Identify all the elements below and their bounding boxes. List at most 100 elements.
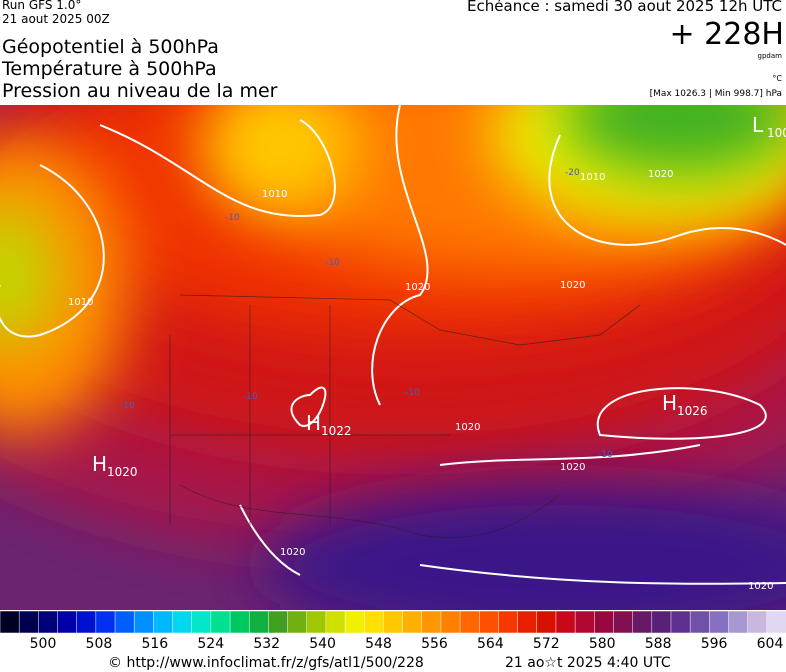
center-letter: H xyxy=(662,391,677,415)
colorbar-swatch xyxy=(172,611,193,633)
temp-label: -10 xyxy=(325,258,340,268)
colorbar-swatch xyxy=(421,611,442,633)
isobar-label: 1020 xyxy=(560,280,585,291)
run-date: 21 aout 2025 00Z xyxy=(2,12,110,26)
colorbar-swatch xyxy=(728,611,749,633)
colorbar-swatch xyxy=(38,611,59,633)
colorbar-label: 548 xyxy=(365,636,392,652)
temp-unit: °C xyxy=(772,74,782,83)
isobar-label: 1020 xyxy=(748,581,773,592)
center-value: 1022 xyxy=(321,424,352,438)
colorbar-swatch xyxy=(536,611,557,633)
colorbar-swatch xyxy=(709,611,730,633)
center-value: 1026 xyxy=(677,404,708,418)
colorbar-swatch xyxy=(57,611,78,633)
isobars xyxy=(0,105,786,585)
colorbar-swatch xyxy=(651,611,672,633)
colorbar-swatch xyxy=(517,611,538,633)
colorbar-swatch xyxy=(363,611,385,633)
colorbar-swatch xyxy=(383,611,404,633)
colorbar-label: 572 xyxy=(532,636,560,652)
pressure-range: [Max 1026.3 | Min 998.7] hPa xyxy=(649,89,782,99)
colorbar-swatch xyxy=(268,611,289,633)
run: Run GFS 1.0° xyxy=(2,0,82,12)
colorbar-swatch xyxy=(440,611,461,633)
colorbar-swatch xyxy=(153,611,174,633)
colorbar-label: 516 xyxy=(141,636,169,652)
colorbar-label: 500 xyxy=(29,636,57,652)
footer-stamp: 21 ao☆t 2025 4:40 UTC xyxy=(505,655,671,671)
isobar-label: 1020 xyxy=(648,169,673,180)
colorbar-label: 540 xyxy=(309,636,336,652)
center-letter: H xyxy=(306,411,321,435)
colorbar-label: 588 xyxy=(644,636,672,652)
map-labels: H1026H1022H1020L100101010101020102010201… xyxy=(68,113,786,592)
title: Pression au niveau de la mer xyxy=(2,80,278,102)
temp-label: -10 xyxy=(243,392,258,402)
colorbar-swatch xyxy=(325,611,346,633)
colorbar-label: 580 xyxy=(588,636,616,652)
colorbar-swatch xyxy=(555,611,576,633)
colorbar-swatch xyxy=(114,611,135,633)
temp-label: -10 xyxy=(405,388,420,398)
colorbar-swatch xyxy=(76,611,97,633)
colorbar-label: 556 xyxy=(421,636,448,652)
colorbar-swatch xyxy=(0,611,20,633)
colorbar-labels: 500 508 516 524 532 540 548 556 564 572 580 588 596 6… xyxy=(0,636,786,652)
borders xyxy=(169,294,641,538)
colorbar-swatch xyxy=(402,611,423,633)
temp-label: -10 xyxy=(225,213,240,223)
footer-url: © http://www.infoclimat.fr/z/gfs/atl1/50… xyxy=(108,655,424,671)
colorbar-swatch xyxy=(248,611,270,633)
unit: gpdam xyxy=(757,52,782,60)
colorbar-swatch xyxy=(479,611,500,633)
isobar-label: 1010 xyxy=(580,172,605,183)
colorbar-label: 604 xyxy=(756,636,784,652)
center-letter: L xyxy=(752,113,764,137)
colorbar-swatch xyxy=(133,611,155,633)
temp-label: -10 xyxy=(598,450,613,460)
center-value: 100 xyxy=(767,126,786,140)
temp-label: -20 xyxy=(565,168,580,178)
colorbar-swatch xyxy=(95,611,116,633)
colorbar-swatch xyxy=(613,611,634,633)
center-letter: H xyxy=(92,452,107,476)
colorbar-swatch xyxy=(670,611,691,633)
colorbar-swatch xyxy=(229,611,250,633)
colorbar-label: 532 xyxy=(253,636,281,652)
colorbar-swatch xyxy=(191,611,212,633)
colorbar-swatch xyxy=(498,611,519,633)
colorbar-swatch xyxy=(747,611,768,633)
colorbar-swatch xyxy=(574,611,596,633)
colorbar-swatch xyxy=(459,611,481,633)
colorbar-swatch xyxy=(210,611,231,633)
colorbar-swatch xyxy=(344,611,365,633)
colorbar-label: 596 xyxy=(700,636,728,652)
colorbar-swatch xyxy=(594,611,615,633)
colorbar-label: 564 xyxy=(477,636,504,652)
echeance: Echéance : samedi 30 aout 2025 12h UTC xyxy=(467,0,782,15)
colorbar-swatch xyxy=(632,611,653,633)
title: Température à 500hPa xyxy=(2,58,217,80)
colorbar-label: 508 xyxy=(85,636,113,652)
isobar-label: 1020 xyxy=(405,282,430,293)
isobar-label: 1020 xyxy=(280,547,305,558)
center-value: 1020 xyxy=(107,465,138,479)
colorbar-swatch xyxy=(766,611,786,633)
isobar-label: 1010 xyxy=(68,297,93,308)
colorbar-swatch xyxy=(287,611,308,633)
colorbar-label: 524 xyxy=(197,636,225,652)
title: Géopotentiel à 500hPa xyxy=(2,36,219,58)
offset: + 228H xyxy=(669,17,785,52)
isobar-label: 1010 xyxy=(262,189,287,200)
isobar-label: 1020 xyxy=(560,462,585,473)
colorbar-swatch xyxy=(306,611,327,633)
colorbar-swatch xyxy=(689,611,711,633)
temperature-field xyxy=(0,105,786,610)
colorbar-swatch xyxy=(18,611,40,633)
map: H1026H1022H1020L100101010101020102010201… xyxy=(0,105,786,610)
colorbar xyxy=(0,611,786,633)
isobar-label: 1020 xyxy=(455,422,480,433)
temp-label: -10 xyxy=(120,401,135,411)
